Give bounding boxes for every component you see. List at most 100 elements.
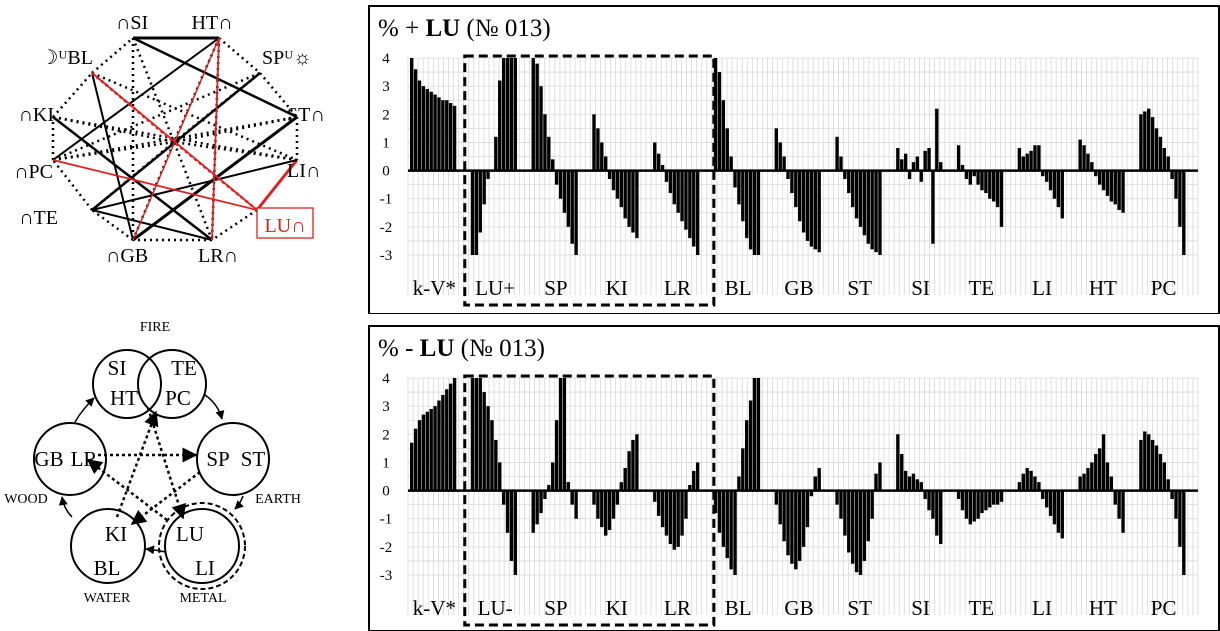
bar [1033,145,1037,171]
bar [911,162,916,171]
bar [566,170,571,227]
bar [737,170,741,205]
bar [1056,490,1061,533]
meridian-polygon-diagram: ∩SI HT∩ SPᵁ☼ ST∩ LI∩ LU∩ LR∩ ∩GB ∩TE ∩PC ∩KI ☽ᵁBL [14,12,325,267]
bar [470,378,475,491]
bar [554,420,559,491]
bar [786,170,790,180]
y-tick-label: 0 [382,164,390,180]
bar [733,170,737,188]
bar [1170,170,1174,180]
bar [1041,170,1045,177]
bar [425,88,429,171]
bar [656,490,661,516]
bar [786,490,790,556]
bar [1082,145,1086,171]
bar [494,439,498,491]
bar [1017,148,1022,171]
bar [896,434,900,491]
bar [486,170,490,180]
bar [964,170,969,180]
bar [425,411,429,491]
bar-chart-minus-lu: % - LU (№ 013) 4 3 2 1 0 -1 -2 -3 k-V* LU- SP KI LR BL… [368,325,1220,631]
bar [729,490,733,570]
bar [1147,108,1151,171]
fire-yin-circle [92,349,162,419]
bar [1090,462,1094,491]
bar [558,170,563,199]
bar [551,462,555,491]
bar [1166,156,1170,171]
bar [547,484,551,491]
bar [684,170,688,230]
bar [1078,139,1082,171]
bar [748,170,753,250]
x-category-label: SP [544,276,567,300]
cycle-arrow-water-wood [58,496,73,518]
bar [543,490,547,500]
connection-line [91,209,213,241]
bar [741,448,745,491]
x-category-label: KI [606,276,628,300]
bar [494,136,498,171]
bar [539,490,543,514]
bar [1117,490,1121,519]
bar [531,490,535,533]
bar [725,128,729,171]
y-tick-label: -3 [380,568,393,584]
bar [501,58,506,171]
x-category-label: HT [1089,276,1117,300]
bar [923,150,927,171]
bar [782,156,786,171]
bar [623,170,627,219]
bar [923,490,927,500]
bar [878,170,882,255]
bar [615,170,620,199]
bar [668,170,673,194]
bar [672,490,676,550]
bar [619,482,623,491]
metal-circle [164,508,240,584]
bar [1033,476,1037,491]
bar [490,420,494,491]
bar [778,490,782,525]
bar [1113,170,1117,205]
bar [745,170,749,239]
bar [1150,117,1155,171]
connection-line [91,72,134,241]
meridian-node-pc: ∩PC [14,161,53,183]
x-category-label: LI [1032,596,1052,620]
bar [684,490,688,519]
bar [745,420,749,491]
y-tick-label: 3 [382,79,390,95]
metal-highlight-ring [158,502,246,590]
bar [574,170,578,255]
bar [631,170,635,233]
connection-line [52,159,258,211]
bar [470,170,475,255]
bar [809,490,814,497]
connection-line [91,208,134,242]
bar [448,103,453,171]
meridian-label-lr: LR [71,447,98,471]
bar [1090,162,1094,171]
bar [547,136,551,171]
x-category-label: ST [848,276,873,300]
bar [543,114,547,171]
bar [847,490,851,553]
bar [607,490,612,530]
bars [410,58,1186,255]
x-category-label: LU- [478,596,513,620]
bar [1052,490,1057,525]
bar [421,86,426,171]
bar [778,142,782,171]
y-tick-label: -1 [380,512,393,528]
bar [410,442,414,491]
bar [980,490,984,514]
bar [1021,156,1025,171]
bar [486,406,490,491]
bar [688,484,692,491]
x-category-label: SI [911,276,930,300]
y-tick-label: 1 [382,455,390,471]
bar [421,414,426,491]
